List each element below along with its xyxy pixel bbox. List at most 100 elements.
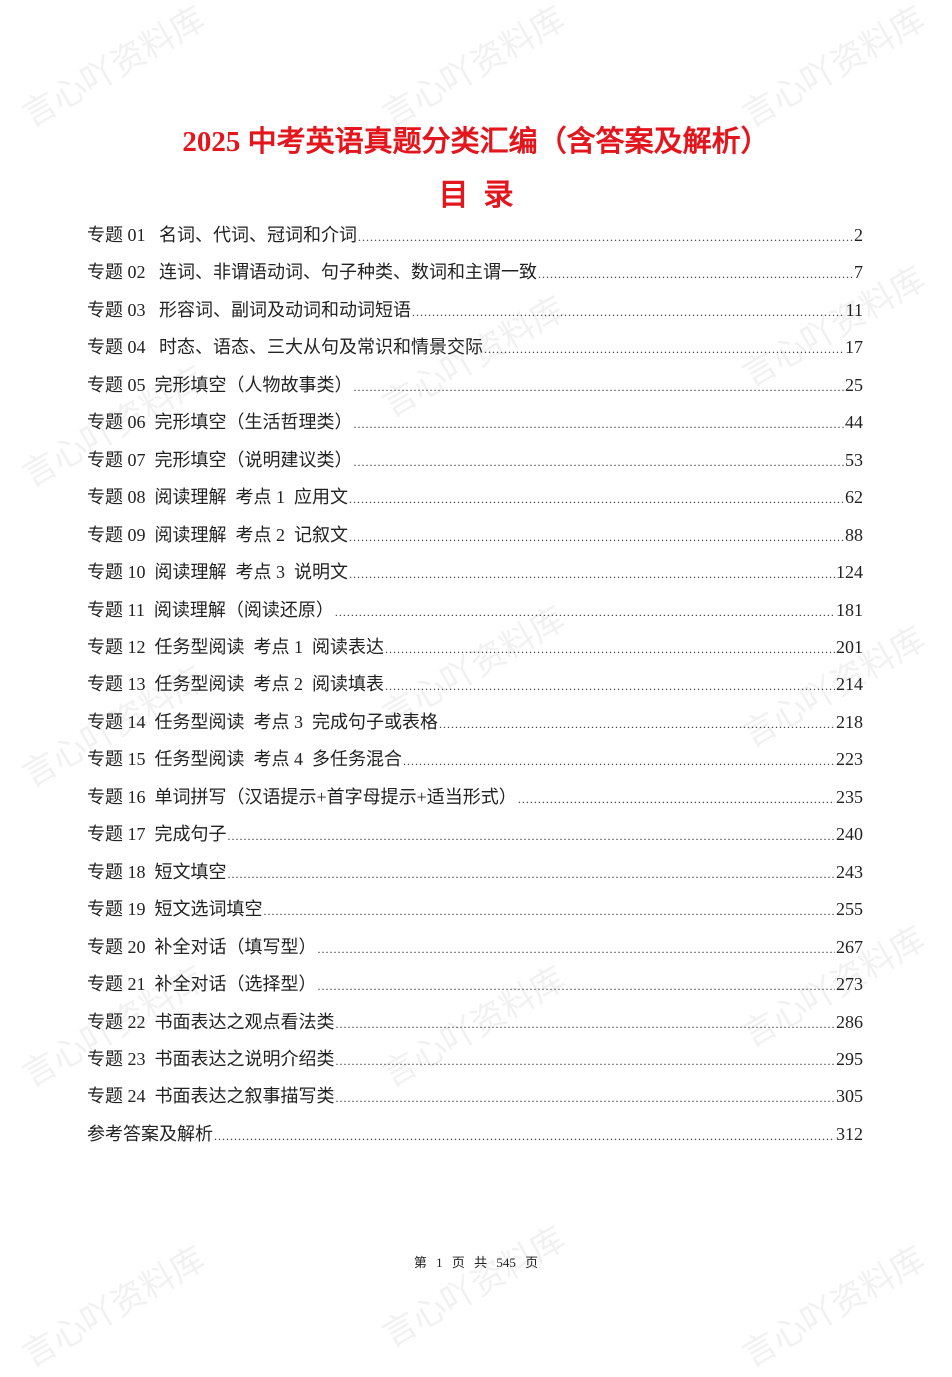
toc-leader-dots [336, 1054, 836, 1069]
toc-entry-page: 181 [836, 599, 863, 620]
toc-entry-label: 专题 11 阅读理解（阅读还原） [87, 599, 334, 620]
toc-entry[interactable]: 参考答案及解析 312 [87, 1120, 863, 1157]
toc-entry-label: 专题 20 补全对话（填写型） [87, 936, 317, 957]
toc-entry-label: 专题 15 任务型阅读 考点 4 多任务混合 [87, 749, 402, 770]
toc-entry-page: 223 [836, 749, 863, 770]
toc-entry-page: 286 [836, 1011, 863, 1032]
page-footer: 第 1 页 共 545 页 [413, 1255, 539, 1270]
toc-leader-dots [484, 342, 844, 357]
toc-entry[interactable]: 专题 13 任务型阅读 考点 2 阅读填表 214 [87, 670, 863, 707]
toc-entry[interactable]: 专题 03 形容词、副词及动词和动词短语 11 [87, 296, 863, 333]
toc-entry-label: 专题 02 连词、非谓语动词、句子种类、数词和主谓一致 [87, 262, 537, 283]
toc-entry-label: 专题 14 任务型阅读 考点 3 完成句子或表格 [87, 711, 438, 732]
toc-entry-label: 专题 07 完形填空（说明建议类） [87, 449, 353, 470]
toc-entry-page: 218 [836, 711, 863, 732]
toc-leader-dots [354, 417, 845, 432]
watermark-text: 言心吖资料库 [735, 0, 933, 136]
toc-heading: 目 录 [438, 179, 514, 212]
toc-entry-page: 305 [836, 1086, 863, 1107]
toc-entry-label: 专题 19 短文选词填空 [87, 899, 263, 920]
toc-entry-label: 专题 01 名词、代词、冠词和介词 [87, 225, 357, 245]
toc-entry-label: 专题 04 时态、语态、三大从句及常识和情景交际 [87, 337, 483, 358]
toc-entry-page: 53 [845, 449, 863, 470]
toc-leader-dots [354, 380, 845, 395]
toc-leader-dots [358, 230, 853, 245]
toc-entry[interactable]: 专题 05 完形填空（人物故事类） 25 [87, 371, 863, 408]
document-title: 2025 中考英语真题分类汇编（含答案及解析） [182, 126, 770, 158]
toc-entry-label: 专题 12 任务型阅读 考点 1 阅读表达 [87, 636, 384, 657]
toc-entry-page: 295 [836, 1048, 863, 1069]
toc-entry[interactable]: 专题 19 短文选词填空 255 [87, 895, 863, 932]
toc-entry-page: 267 [836, 936, 863, 957]
toc-entry-page: 2 [854, 225, 863, 245]
toc-entry-label: 专题 16 单词拼写（汉语提示+首字母提示+适当形式） [87, 786, 517, 807]
toc-entry-page: 62 [845, 487, 863, 508]
toc-entry[interactable]: 专题 11 阅读理解（阅读还原） 181 [87, 596, 863, 633]
toc-entry-page: 7 [854, 262, 863, 283]
toc-leader-dots [349, 492, 844, 507]
toc-leader-dots [349, 530, 844, 545]
watermark-text: 言心吖资料库 [375, 1219, 573, 1356]
toc-entry-page: 11 [845, 299, 863, 320]
toc-leader-dots [518, 792, 835, 807]
toc-entry-page: 88 [845, 524, 863, 545]
toc-entry-page: 25 [845, 374, 863, 395]
toc-leader-dots [412, 305, 845, 320]
toc-entry[interactable]: 专题 02 连词、非谓语动词、句子种类、数词和主谓一致 7 [87, 258, 863, 295]
toc-leader-dots [318, 979, 836, 994]
toc-entry-page: 124 [836, 562, 863, 583]
toc-entry-page: 243 [836, 861, 863, 882]
toc-entry[interactable]: 专题 22 书面表达之观点看法类 286 [87, 1008, 863, 1045]
toc-leader-dots [335, 605, 835, 620]
toc-entry-label: 专题 23 书面表达之说明介绍类 [87, 1048, 335, 1069]
toc-entry-label: 专题 24 书面表达之叙事描写类 [87, 1086, 335, 1107]
toc-entry[interactable]: 专题 24 书面表达之叙事描写类 305 [87, 1082, 863, 1119]
toc-entry[interactable]: 专题 14 任务型阅读 考点 3 完成句子或表格 218 [87, 708, 863, 745]
toc-entry[interactable]: 专题 15 任务型阅读 考点 4 多任务混合 223 [87, 745, 863, 782]
toc-entry[interactable]: 专题 09 阅读理解 考点 2 记叙文 88 [87, 521, 863, 558]
toc-entry-page: 214 [836, 674, 863, 695]
toc-leader-dots [385, 679, 835, 694]
toc-leader-dots [228, 829, 836, 844]
toc-entry[interactable]: 专题 07 完形填空（说明建议类） 53 [87, 446, 863, 483]
toc-entry[interactable]: 专题 20 补全对话（填写型） 267 [87, 933, 863, 970]
toc-entry-label: 专题 06 完形填空（生活哲理类） [87, 412, 353, 433]
toc-leader-dots [264, 904, 836, 919]
toc-entry[interactable]: 专题 01 名词、代词、冠词和介词 2 [87, 221, 863, 258]
toc-entry-page: 44 [845, 412, 863, 433]
toc-leader-dots [336, 1091, 836, 1106]
toc-entry[interactable]: 专题 21 补全对话（选择型） 273 [87, 970, 863, 1007]
toc-entry[interactable]: 专题 17 完成句子 240 [87, 820, 863, 857]
toc-entry-label: 专题 03 形容词、副词及动词和动词短语 [87, 299, 411, 320]
toc-leader-dots [538, 267, 853, 282]
toc-entry-label: 专题 18 短文填空 [87, 861, 227, 882]
toc-entry[interactable]: 专题 06 完形填空（生活哲理类） 44 [87, 408, 863, 445]
toc-leader-dots [349, 567, 835, 582]
toc-entry[interactable]: 专题 23 书面表达之说明介绍类 295 [87, 1045, 863, 1082]
toc-entry-label: 专题 22 书面表达之观点看法类 [87, 1011, 335, 1032]
toc-entry[interactable]: 专题 18 短文填空 243 [87, 858, 863, 895]
toc-entry-label: 专题 13 任务型阅读 考点 2 阅读填表 [87, 674, 384, 695]
toc-entry-label: 专题 05 完形填空（人物故事类） [87, 374, 353, 395]
toc-leader-dots [318, 942, 836, 957]
toc-leader-dots [228, 867, 836, 882]
toc-entry-label: 专题 17 完成句子 [87, 824, 227, 845]
toc-entry-page: 240 [836, 824, 863, 845]
toc-leader-dots [354, 455, 845, 470]
toc-entry[interactable]: 专题 08 阅读理解 考点 1 应用文 62 [87, 483, 863, 520]
toc-leader-dots [385, 642, 835, 657]
toc-entry-page: 235 [836, 786, 863, 807]
toc-entry-label: 专题 10 阅读理解 考点 3 说明文 [87, 562, 348, 583]
toc-leader-dots [403, 754, 835, 769]
toc-entry-page: 255 [836, 899, 863, 920]
toc-entry[interactable]: 专题 04 时态、语态、三大从句及常识和情景交际 17 [87, 333, 863, 370]
toc-entry-page: 312 [836, 1123, 863, 1144]
toc-leader-dots [336, 1017, 836, 1032]
toc-entry[interactable]: 专题 10 阅读理解 考点 3 说明文 124 [87, 558, 863, 595]
watermark-text: 言心吖资料库 [375, 0, 573, 136]
toc-leader-dots [214, 1129, 835, 1144]
toc-entry[interactable]: 专题 16 单词拼写（汉语提示+首字母提示+适当形式） 235 [87, 783, 863, 820]
toc-entry-label: 参考答案及解析 [87, 1123, 213, 1144]
toc-entry-page: 273 [836, 974, 863, 995]
toc-entry[interactable]: 专题 12 任务型阅读 考点 1 阅读表达 201 [87, 633, 863, 670]
